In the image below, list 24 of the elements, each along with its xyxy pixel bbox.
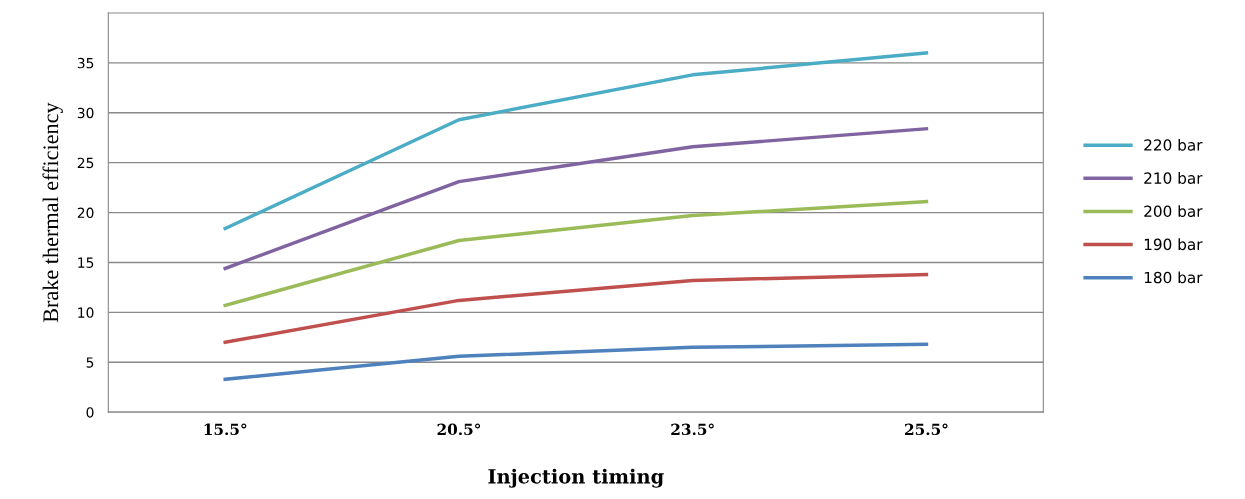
line-series [223, 51, 929, 231]
legend-label: 190 bar [1144, 238, 1203, 251]
x-tick-label: 25.5° [905, 423, 948, 436]
legend-label: 180 bar [1144, 271, 1203, 284]
x-tick-label: 15.5° [204, 423, 247, 436]
y-tick-label: 15 [78, 257, 94, 268]
legend-label: 200 bar [1144, 205, 1203, 218]
y-tick-label: 30 [77, 107, 94, 119]
y-tick-label: 5 [86, 357, 94, 368]
line-series [223, 127, 929, 271]
line-series [223, 199, 929, 308]
legend-label: 210 bar [1144, 172, 1203, 184]
y-tick-label: 20 [77, 207, 94, 219]
y-tick-label: 35 [77, 57, 94, 69]
line-series [223, 272, 929, 345]
y-tick-label: 10 [78, 307, 94, 318]
y-axis-title: Brake thermal efficiency [42, 102, 63, 323]
legend-label: 220 bar [1144, 138, 1203, 151]
x-tick-label: 23.5° [671, 423, 714, 436]
line-series [223, 342, 929, 381]
y-tick-label: 25 [77, 157, 94, 169]
x-axis-title: Injection timing [488, 468, 664, 488]
x-tick-label: 20.5° [437, 423, 481, 436]
y-tick-label: 0 [86, 407, 94, 418]
